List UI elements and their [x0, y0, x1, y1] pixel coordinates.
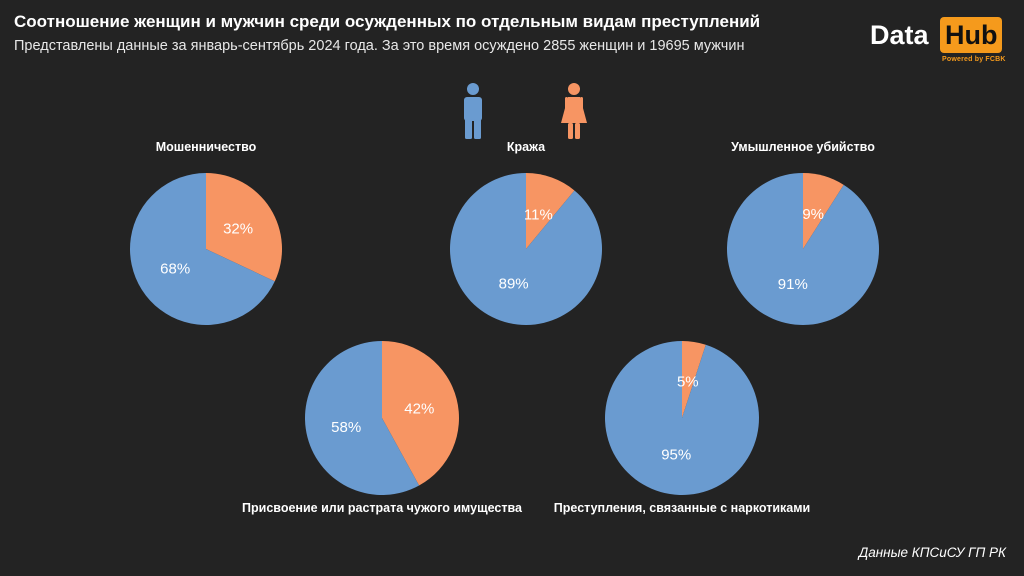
chart-subtitle: Представлены данные за январь-сентябрь 2…	[14, 38, 745, 54]
pie-slice-male	[449, 173, 602, 325]
data-label-male: 91%	[778, 276, 808, 293]
chart-title: Соотношение женщин и мужчин среди осужде…	[14, 12, 761, 31]
pie-slice-female	[682, 341, 706, 418]
data-label-female: 11%	[524, 207, 553, 224]
pie-slice-female	[206, 173, 282, 282]
pie-slice-male	[605, 341, 759, 495]
pie-slice-male	[130, 173, 275, 325]
data-source: Данные КПСиСУ ГП РК	[858, 545, 1006, 560]
data-label-male: 68%	[160, 261, 190, 278]
pie-slice-female	[526, 173, 575, 249]
data-label-female: 9%	[802, 206, 824, 223]
pie-title: Преступления, связанные с наркотиками	[554, 501, 810, 515]
pie-title: Умышленное убийство	[731, 140, 875, 154]
pie-slice-female	[803, 173, 844, 249]
pie-title: Присвоение или растрата чужого имущества	[242, 501, 523, 515]
pie-title: Кража	[507, 140, 546, 154]
pie-slice-female	[382, 341, 460, 486]
data-label-male: 89%	[499, 275, 529, 292]
pie-slice-male	[727, 173, 880, 325]
data-label-female: 32%	[223, 221, 253, 238]
logo-data-text: Data	[870, 20, 929, 50]
data-label-female: 5%	[677, 373, 699, 390]
pie-title: Мошенничество	[156, 140, 257, 154]
logo-hub-text: Hub	[940, 17, 1003, 53]
datahub-logo: Data Hub Powered by FCBK	[870, 17, 1010, 67]
logo-powered-text: Powered by FCBK	[942, 56, 1006, 63]
data-label-female: 42%	[404, 400, 434, 417]
male-person-icon	[464, 83, 482, 139]
data-label-male: 58%	[331, 419, 361, 436]
female-person-icon	[561, 83, 587, 139]
data-label-male: 95%	[661, 447, 691, 464]
pie-slice-male	[305, 341, 420, 495]
